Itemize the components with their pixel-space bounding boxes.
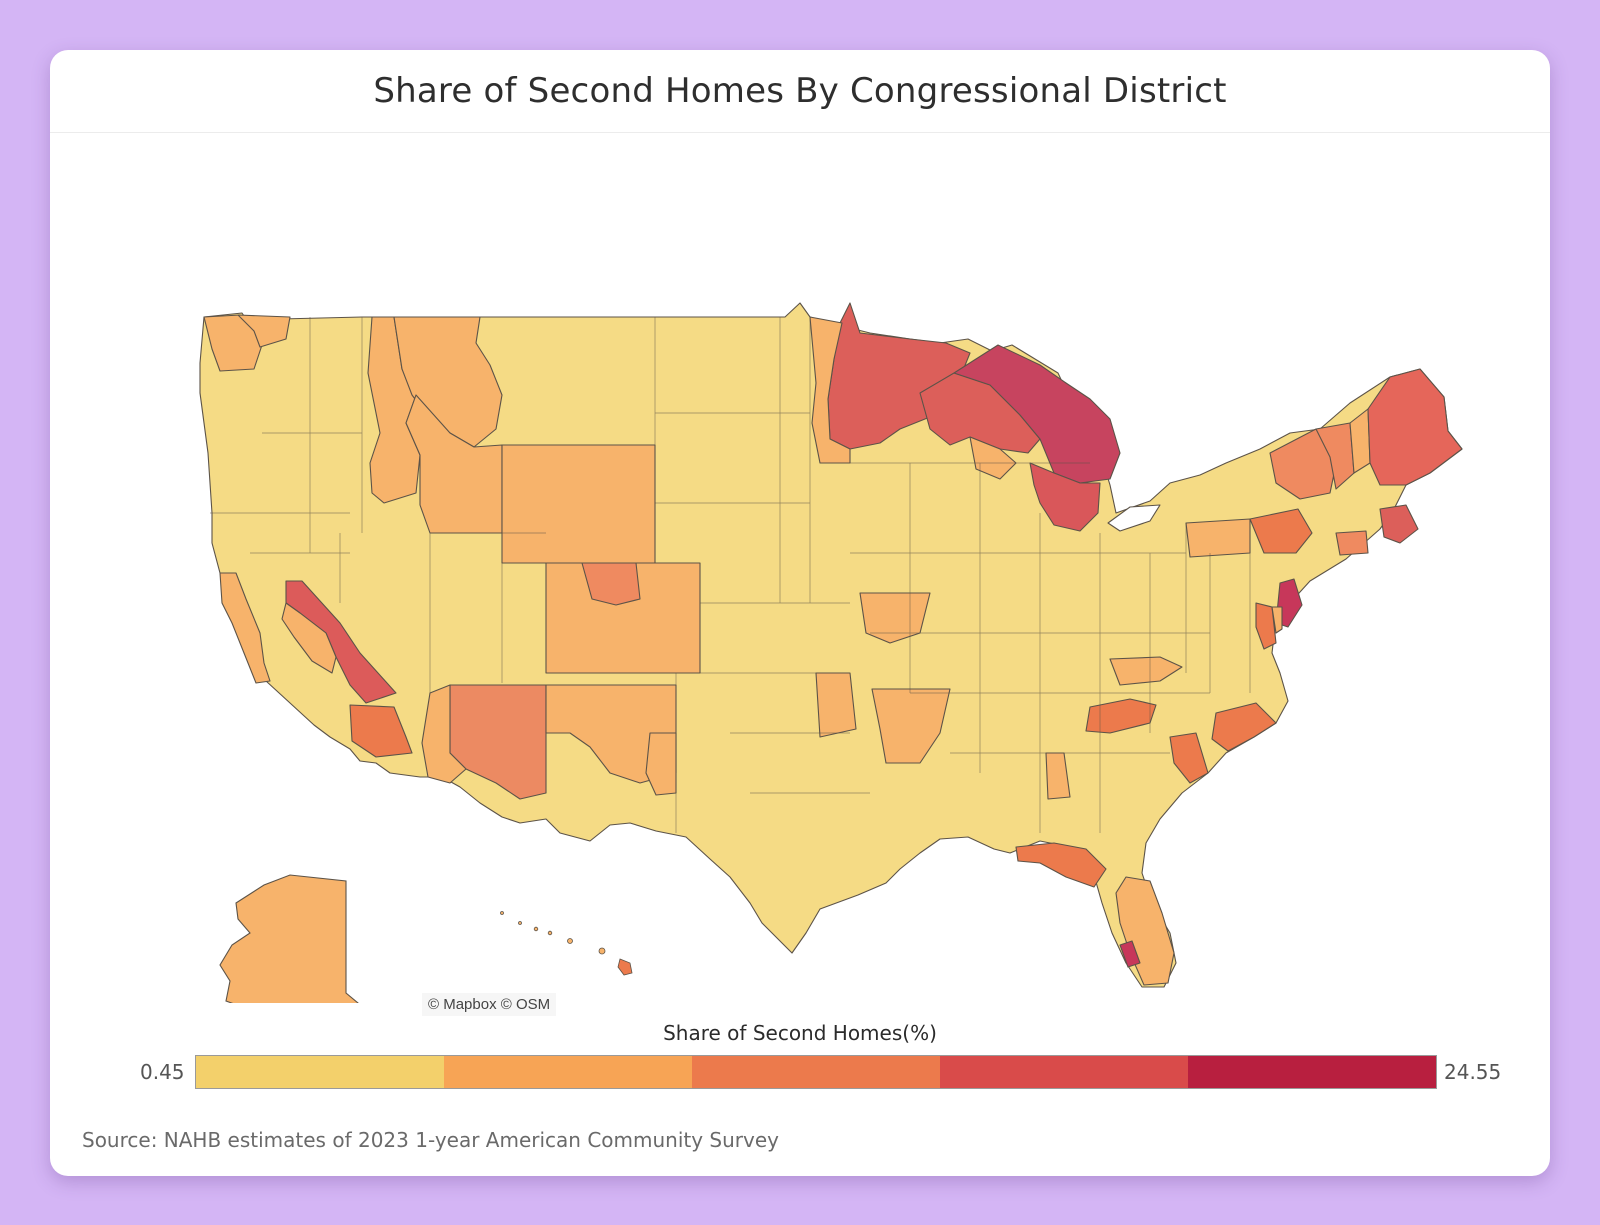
region-maryland-shore[interactable] bbox=[1255, 602, 1277, 650]
region-arizona-west[interactable] bbox=[421, 684, 467, 784]
region-michigan-lower[interactable] bbox=[1029, 462, 1101, 532]
region-oklahoma-east[interactable] bbox=[815, 672, 857, 738]
region-ca-south[interactable] bbox=[349, 704, 413, 758]
map-title: Share of Second Homes By Congressional D… bbox=[373, 71, 1227, 111]
region-delaware[interactable] bbox=[1271, 606, 1283, 634]
region-kentucky-east[interactable] bbox=[1109, 656, 1183, 686]
region-wisconsin-central[interactable] bbox=[969, 436, 1017, 480]
card-header: Share of Second Homes By Congressional D… bbox=[50, 50, 1550, 133]
region-colorado-mountain[interactable] bbox=[581, 562, 641, 606]
region-nc-east[interactable] bbox=[1211, 702, 1277, 752]
region-great-lakes-gap bbox=[1107, 504, 1161, 532]
district-boundaries bbox=[210, 317, 1251, 833]
region-ny-east[interactable] bbox=[1249, 508, 1313, 554]
legend-title: Share of Second Homes(%) bbox=[663, 1021, 937, 1045]
region-fl-southwest[interactable] bbox=[1119, 940, 1141, 968]
legend-max-label: 24.55 bbox=[1444, 1060, 1502, 1084]
legend-segment bbox=[692, 1056, 940, 1088]
region-massachusetts[interactable] bbox=[1379, 504, 1419, 544]
region-vermont[interactable] bbox=[1315, 422, 1355, 490]
legend-color-bar bbox=[195, 1055, 1437, 1089]
region-minnesota-west[interactable] bbox=[809, 316, 851, 464]
region-pennsylvania-north[interactable] bbox=[1185, 518, 1251, 558]
region-wyoming[interactable] bbox=[501, 444, 656, 564]
region-ct-ri[interactable] bbox=[1335, 530, 1369, 556]
legend-segment bbox=[1188, 1056, 1436, 1088]
region-fl-peninsula[interactable] bbox=[1115, 876, 1175, 986]
map-svg[interactable] bbox=[50, 133, 1550, 1003]
region-sc-coast[interactable] bbox=[1169, 732, 1209, 784]
region-alaska[interactable] bbox=[190, 874, 386, 1003]
legend-segment bbox=[940, 1056, 1188, 1088]
region-hawaii[interactable] bbox=[500, 911, 633, 976]
legend-min-label: 0.45 bbox=[140, 1060, 185, 1084]
region-michigan-north[interactable] bbox=[953, 344, 1121, 484]
map-card: Share of Second Homes By Congressional D… bbox=[50, 50, 1550, 1176]
region-wa-north[interactable] bbox=[237, 314, 291, 348]
map-attribution[interactable]: © Mapbox © OSM bbox=[422, 993, 557, 1016]
region-arkansas[interactable] bbox=[871, 688, 951, 764]
region-missouri-south[interactable] bbox=[859, 592, 931, 644]
region-fl-panhandle[interactable] bbox=[1015, 842, 1107, 888]
region-montana-west[interactable] bbox=[393, 316, 503, 448]
legend-segment bbox=[444, 1056, 692, 1088]
region-maine[interactable] bbox=[1367, 368, 1463, 486]
choropleth-map[interactable]: © Mapbox © OSM bbox=[50, 133, 1550, 1016]
region-ca-coast[interactable] bbox=[219, 572, 271, 684]
source-note: Source: NAHB estimates of 2023 1-year Am… bbox=[82, 1128, 780, 1152]
region-nm-east[interactable] bbox=[645, 732, 677, 796]
legend-segment bbox=[196, 1056, 444, 1088]
region-ca-central[interactable] bbox=[281, 602, 337, 674]
